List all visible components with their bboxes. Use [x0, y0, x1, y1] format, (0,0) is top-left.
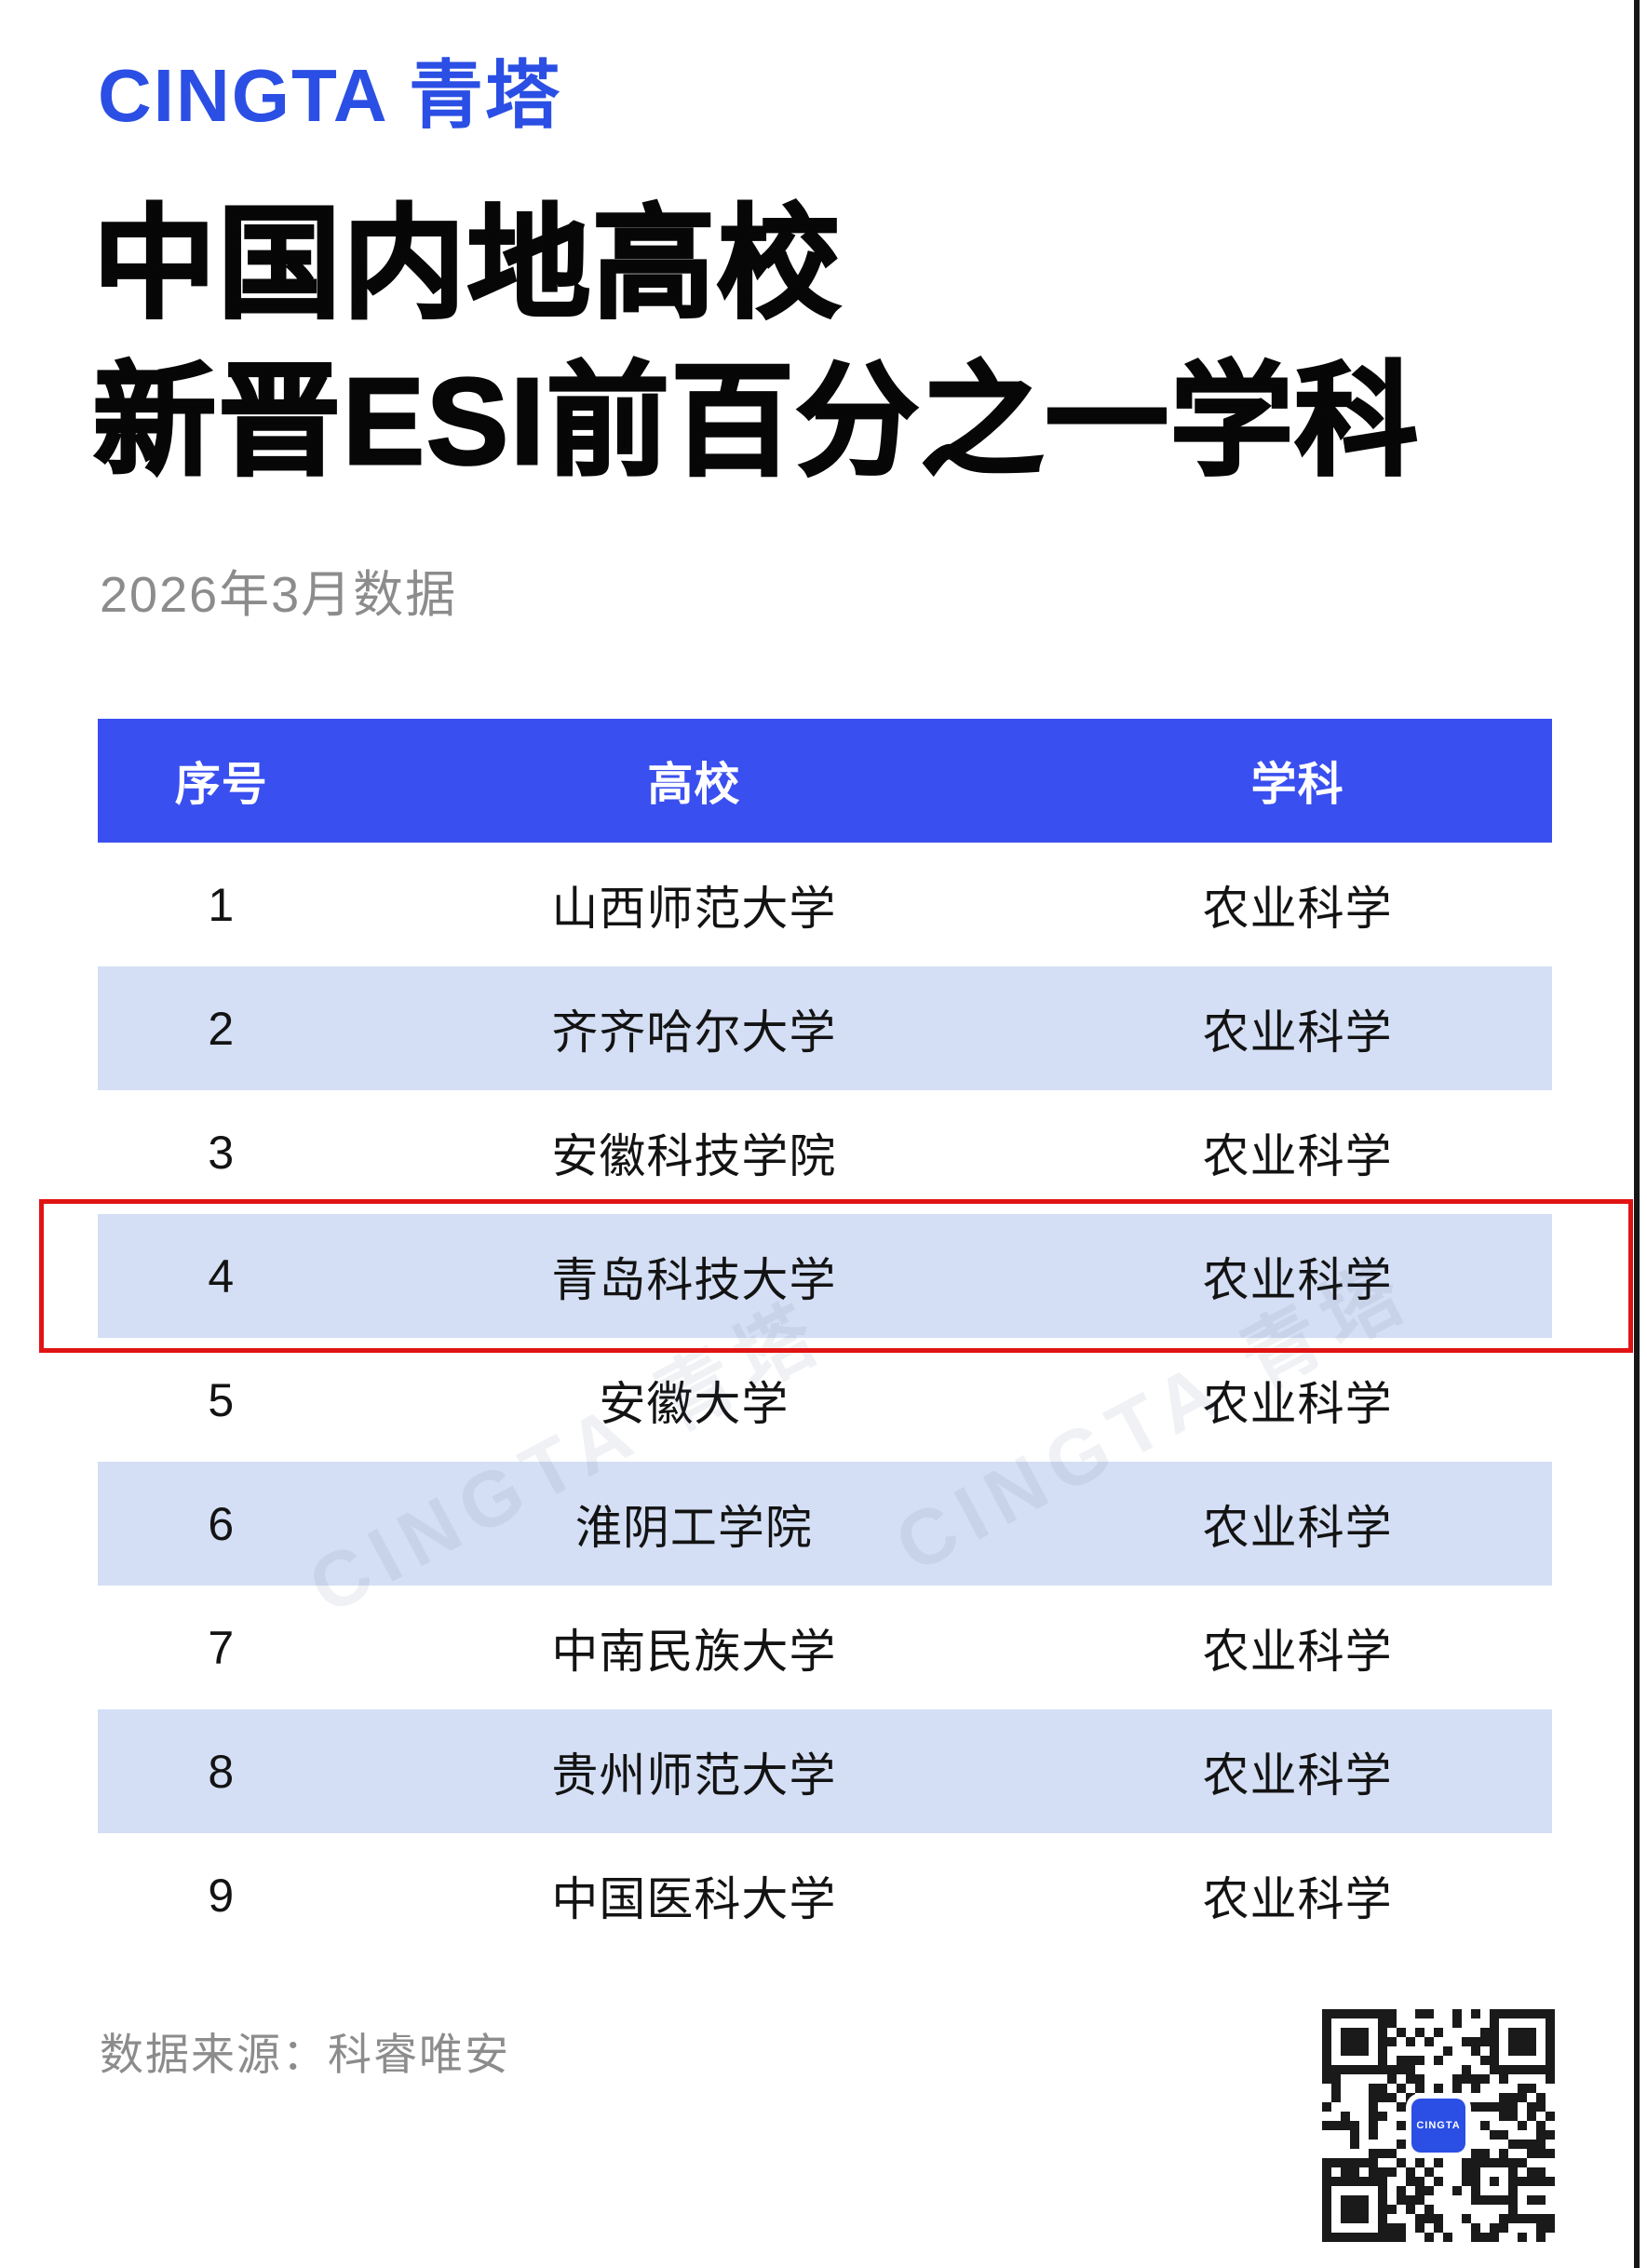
cell-discipline: 农业科学	[1202, 1872, 1393, 1925]
table-row: 5 安徽大学 农业科学	[98, 1338, 1552, 1462]
table-row: 2 齐齐哈尔大学 农业科学	[98, 966, 1552, 1090]
cell-discipline: 农业科学	[1202, 1006, 1393, 1059]
cell-rank: 5	[208, 1373, 236, 1426]
cell-rank: 8	[208, 1745, 236, 1798]
cell-university: 淮阴工学院	[574, 1501, 813, 1554]
table-row: 3 安徽科技学院 农业科学	[98, 1090, 1552, 1214]
page-title-line1: 中国内地高校	[92, 195, 842, 334]
cell-discipline: 农业科学	[1202, 882, 1393, 935]
cell-university: 中国医科大学	[551, 1872, 837, 1925]
column-header-rank: 序号	[174, 760, 268, 810]
cell-discipline: 农业科学	[1202, 1748, 1393, 1802]
qr-pattern	[1322, 2009, 1555, 2242]
qr-center-logo: CINGTA	[1411, 2099, 1465, 2153]
cell-rank: 9	[208, 1869, 236, 1922]
table-row: 1 山西师范大学 农业科学	[98, 843, 1552, 966]
page-edge-line	[1634, 0, 1640, 2268]
cell-university: 安徽科技学院	[551, 1129, 837, 1182]
table-row: 7 中南民族大学 农业科学	[98, 1586, 1552, 1709]
cell-university: 贵州师范大学	[551, 1748, 837, 1802]
qr-code: CINGTA	[1322, 2009, 1555, 2242]
cell-discipline: 农业科学	[1202, 1129, 1393, 1182]
page-title-line2: 新晋ESI前百分之一学科	[92, 351, 1420, 491]
cell-university: 山西师范大学	[551, 882, 837, 935]
source-note: 数据来源：科睿唯安	[100, 2030, 510, 2079]
table-row: 6 淮阴工学院 农业科学	[98, 1462, 1552, 1586]
cell-university: 齐齐哈尔大学	[551, 1006, 837, 1059]
cell-university: 安徽大学	[599, 1377, 790, 1430]
cell-rank: 3	[208, 1126, 236, 1179]
cell-rank: 6	[208, 1497, 236, 1550]
cell-discipline: 农业科学	[1202, 1253, 1393, 1306]
cell-university: 青岛科技大学	[551, 1253, 837, 1306]
cell-rank: 1	[208, 878, 236, 931]
cingta-logo: CINGTA 青塔	[98, 54, 561, 137]
table-body: 1 山西师范大学 农业科学 2 齐齐哈尔大学 农业科学 3 安徽科技学院 农业科学 4 青岛科技大学…	[98, 843, 1552, 1957]
column-header-university: 高校	[647, 760, 741, 810]
cell-discipline: 农业科学	[1202, 1377, 1393, 1430]
cell-rank: 2	[208, 1002, 236, 1055]
date-note: 2026年3月数据	[100, 567, 458, 623]
table-row: 8 贵州师范大学 农业科学	[98, 1709, 1552, 1833]
cell-rank: 7	[208, 1621, 236, 1674]
cell-discipline: 农业科学	[1202, 1625, 1393, 1678]
column-header-discipline: 学科	[1250, 760, 1344, 810]
table-row: 9 中国医科大学 农业科学	[98, 1833, 1552, 1957]
table-header-row: 序号 高校 学科	[98, 719, 1552, 843]
cell-discipline: 农业科学	[1202, 1501, 1393, 1554]
page-title: 中国内地高校 新晋ESI前百分之一学科	[92, 186, 1420, 501]
ranking-table: 序号 高校 学科 1 山西师范大学 农业科学 2 齐齐哈尔大学 农业科学 3 安徽科技学院 农业…	[98, 719, 1552, 1957]
cell-rank: 4	[208, 1249, 236, 1303]
cell-university: 中南民族大学	[551, 1625, 837, 1678]
table-row: 4 青岛科技大学 农业科学	[98, 1214, 1552, 1338]
